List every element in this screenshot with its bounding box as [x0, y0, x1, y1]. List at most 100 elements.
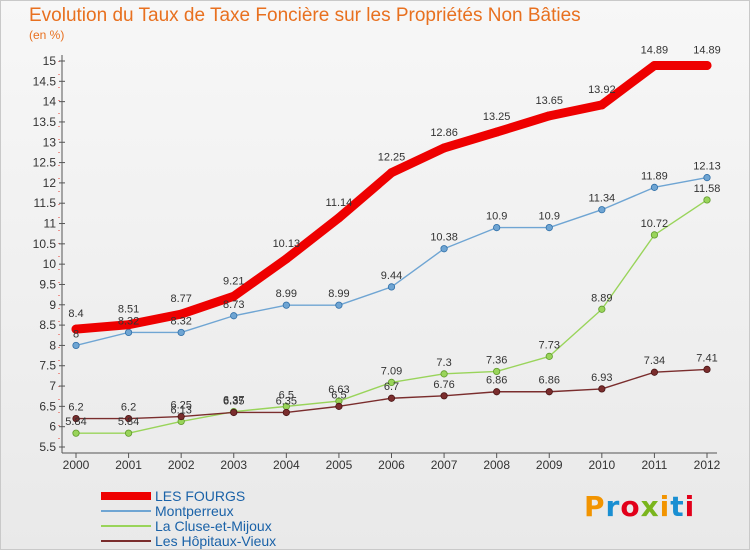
- data-point: [545, 388, 553, 396]
- x-tick-label: 2012: [694, 458, 721, 472]
- data-label: 6.7: [384, 381, 399, 393]
- data-point: [650, 368, 659, 376]
- data-label: 6.86: [486, 375, 507, 387]
- data-label: 8.32: [118, 315, 139, 327]
- data-label: 11.58: [694, 183, 721, 195]
- data-point: [282, 301, 290, 309]
- data-point: [387, 378, 396, 386]
- data-point: [230, 312, 238, 320]
- y-tick-label: 11.5: [34, 196, 57, 210]
- data-point: [545, 352, 553, 360]
- x-tick-label: 2004: [273, 458, 300, 472]
- data-label: 8.73: [223, 299, 244, 311]
- data-point: [598, 206, 606, 214]
- legend-item: Montperreux: [101, 502, 276, 519]
- y-tick-label: 13.5: [33, 115, 57, 129]
- legend-label: La Cluse-et-Mijoux: [155, 517, 272, 534]
- y-tick-label: 6.5: [39, 399, 56, 413]
- data-point: [176, 309, 186, 319]
- data-point: [177, 328, 185, 337]
- data-point: [702, 60, 712, 70]
- data-point: [650, 183, 659, 191]
- y-tick-label: 7.5: [39, 359, 56, 373]
- data-point: [493, 367, 501, 376]
- y-tick-label: 9: [49, 298, 56, 312]
- data-label: 8.32: [170, 315, 191, 327]
- y-tick-label: 6: [49, 420, 56, 434]
- legend-item: La Cluse-et-Mijoux: [101, 517, 276, 534]
- data-label: 13.92: [588, 84, 616, 96]
- data-label: 6.37: [223, 395, 244, 407]
- data-point: [124, 328, 133, 337]
- data-label: 5.84: [118, 416, 139, 428]
- x-tick-label: 2011: [642, 458, 668, 472]
- data-label: 9.44: [381, 270, 402, 282]
- data-label: 13.25: [483, 111, 511, 123]
- data-label: 6.63: [328, 384, 349, 396]
- data-label: 6.13: [170, 404, 191, 416]
- data-label: 11.89: [641, 170, 668, 182]
- data-point: [72, 414, 80, 423]
- data-point: [545, 223, 553, 232]
- data-point: [387, 168, 396, 178]
- legend-item: Les Hôpitaux-Vieux: [101, 533, 276, 549]
- y-tick-label: 10.5: [33, 237, 57, 251]
- data-point: [440, 370, 448, 378]
- data-point: [598, 385, 606, 393]
- data-point: [282, 408, 290, 417]
- data-point: [440, 245, 448, 253]
- x-tick-label: 2009: [536, 458, 563, 472]
- data-point: [597, 100, 607, 110]
- data-label: 8.51: [118, 304, 139, 316]
- y-tick-label: 12.5: [33, 156, 57, 170]
- data-point: [281, 254, 291, 264]
- x-tick-label: 2005: [326, 458, 353, 472]
- data-point: [229, 291, 239, 301]
- y-tick-label: 14: [43, 95, 57, 109]
- legend-label: LES FOURGS: [155, 487, 246, 504]
- data-point: [230, 408, 238, 417]
- data-point: [334, 213, 344, 223]
- data-label: 7.36: [486, 354, 507, 366]
- data-label: 7.3: [436, 357, 451, 369]
- data-label: 10.38: [430, 232, 458, 244]
- y-tick-label: 7: [49, 379, 56, 393]
- legend-swatch: [101, 509, 151, 512]
- data-label: 11.34: [588, 193, 615, 205]
- data-label: 7.34: [644, 355, 665, 367]
- data-point: [703, 174, 711, 182]
- x-tick-label: 2007: [431, 458, 458, 472]
- data-point: [703, 365, 711, 373]
- chart-title: Evolution du Taux de Taxe Foncière sur l…: [29, 5, 581, 26]
- data-label: 10.9: [539, 211, 560, 223]
- data-label: 10.13: [273, 238, 301, 250]
- data-label: 8.99: [276, 288, 297, 300]
- y-tick-label: 12: [43, 176, 57, 190]
- data-label: 6.76: [433, 379, 454, 391]
- data-point: [440, 392, 448, 400]
- data-label: 7.73: [539, 339, 560, 351]
- legend-swatch: [101, 539, 151, 542]
- data-point: [598, 305, 606, 313]
- data-label: 8.89: [591, 292, 612, 304]
- data-label: 10.72: [641, 218, 669, 230]
- data-point: [124, 320, 134, 330]
- data-point: [439, 143, 449, 153]
- y-tick-label: 5.5: [39, 440, 56, 454]
- data-label: 5.84: [65, 416, 86, 428]
- y-tick-label: 15: [43, 54, 57, 68]
- data-point: [72, 429, 80, 437]
- data-label: 6.5: [331, 389, 346, 401]
- x-tick-label: 2003: [220, 458, 247, 472]
- data-point: [177, 412, 185, 421]
- data-label: 12.86: [430, 127, 458, 139]
- data-label: 6.2: [68, 402, 83, 414]
- legend-label: Montperreux: [155, 502, 234, 519]
- data-label: 6.2: [121, 402, 136, 414]
- data-label: 6.35: [223, 395, 244, 407]
- data-point: [335, 301, 343, 309]
- x-tick-label: 2006: [378, 458, 405, 472]
- legend-swatch: [101, 524, 151, 527]
- y-tick-label: 9.5: [39, 277, 56, 291]
